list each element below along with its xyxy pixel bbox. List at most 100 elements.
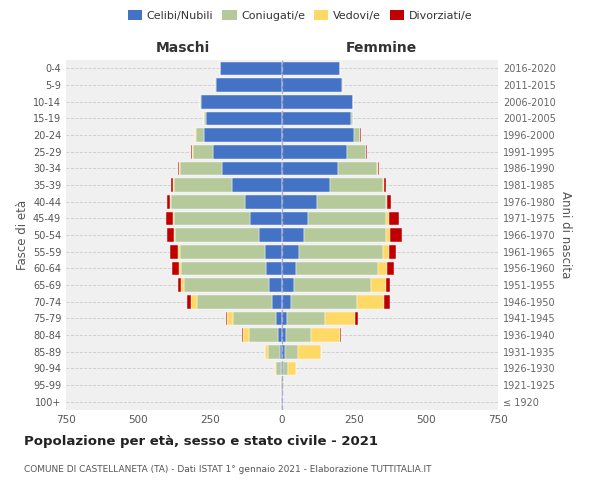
Bar [268,345,280,358]
Bar [166,212,173,225]
Bar [282,228,304,242]
Bar [308,212,386,225]
Bar [227,312,233,325]
Bar [178,162,179,175]
Bar [282,78,343,92]
Bar [191,295,197,308]
Bar [174,178,232,192]
Bar [290,295,357,308]
Y-axis label: Anni di nascita: Anni di nascita [559,192,572,278]
Bar [387,262,394,275]
Bar [293,278,371,292]
Bar [282,245,299,258]
Bar [278,328,282,342]
Bar [204,128,282,142]
Bar [386,278,390,292]
Bar [282,212,308,225]
Bar [281,362,282,375]
Bar [355,312,358,325]
Bar [282,178,329,192]
Bar [204,112,206,125]
Bar [377,162,379,175]
Bar [286,328,311,342]
Bar [259,228,282,242]
Bar [371,278,386,292]
Bar [325,312,355,325]
Bar [266,262,282,275]
Bar [173,212,174,225]
Bar [213,145,282,158]
Bar [233,312,276,325]
Bar [311,328,340,342]
Bar [170,195,171,208]
Bar [357,295,384,308]
Bar [287,312,325,325]
Bar [282,328,286,342]
Bar [389,212,398,225]
Bar [390,228,401,242]
Bar [187,295,191,308]
Bar [296,262,379,275]
Bar [282,145,347,158]
Bar [276,312,282,325]
Bar [282,312,287,325]
Text: COMUNE DI CASTELLANETA (TA) - Dati ISTAT 1° gennaio 2021 - Elaborazione TUTTITAL: COMUNE DI CASTELLANETA (TA) - Dati ISTAT… [24,465,431,474]
Bar [265,345,268,358]
Bar [282,162,338,175]
Bar [387,195,391,208]
Bar [242,328,243,342]
Bar [265,245,282,258]
Bar [170,245,178,258]
Bar [304,228,386,242]
Bar [338,162,377,175]
Bar [282,95,353,108]
Bar [282,278,293,292]
Bar [269,278,282,292]
Bar [181,278,184,292]
Bar [178,245,180,258]
Bar [379,262,387,275]
Bar [351,112,353,125]
Bar [282,345,285,358]
Bar [282,195,317,208]
Bar [216,78,282,92]
Bar [386,195,387,208]
Bar [175,228,259,242]
Bar [171,178,173,192]
Bar [181,262,266,275]
Bar [282,128,354,142]
Bar [196,128,204,142]
Bar [250,212,282,225]
Text: Maschi: Maschi [155,41,210,55]
Bar [174,228,175,242]
Bar [200,95,202,108]
Bar [288,362,296,375]
Bar [329,178,383,192]
Bar [206,112,282,125]
Bar [285,345,298,358]
Bar [366,145,367,158]
Bar [282,362,283,375]
Bar [282,295,290,308]
Bar [226,312,227,325]
Bar [172,262,179,275]
Bar [282,62,340,75]
Bar [174,212,250,225]
Text: Popolazione per età, sesso e stato civile - 2021: Popolazione per età, sesso e stato civil… [24,435,378,448]
Bar [184,278,269,292]
Bar [167,228,174,242]
Bar [249,328,278,342]
Bar [202,95,282,108]
Bar [298,345,321,358]
Bar [386,228,390,242]
Bar [197,295,272,308]
Bar [384,295,390,308]
Bar [221,162,282,175]
Bar [283,362,288,375]
Bar [383,245,389,258]
Text: Femmine: Femmine [346,41,417,55]
Bar [180,245,265,258]
Bar [178,278,181,292]
Bar [232,178,282,192]
Bar [180,162,221,175]
